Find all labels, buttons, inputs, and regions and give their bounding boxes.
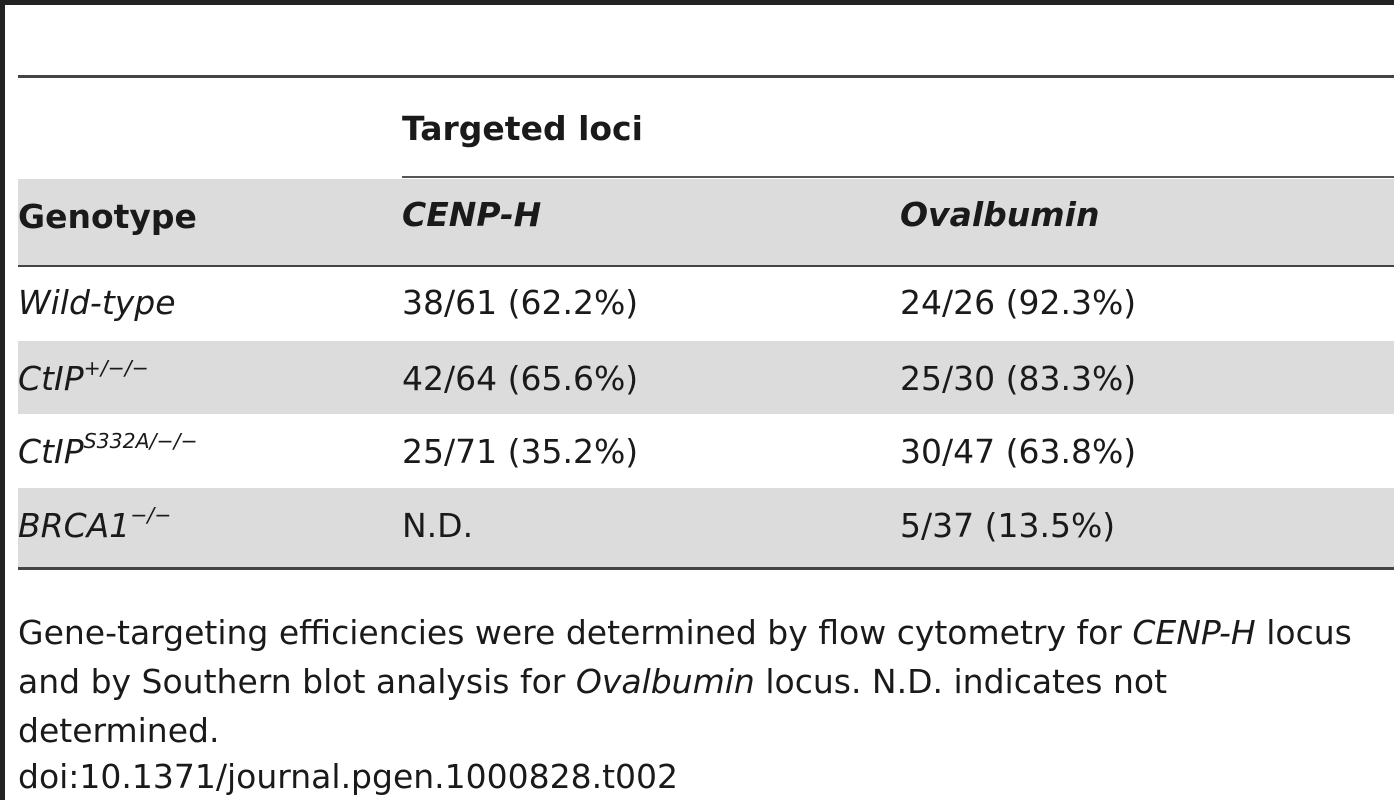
table-top-rule [18, 75, 1394, 78]
genotype-superscript: −/− [130, 502, 172, 527]
footnote-term-cenph: CENP-H [1132, 613, 1256, 652]
cenph-cell: 42/64 (65.6%) [402, 359, 639, 398]
ovalbumin-cell: 25/30 (83.3%) [900, 359, 1137, 398]
cenph-cell: 38/61 (62.2%) [402, 283, 639, 322]
genotype-cell: CtIP+/−/− [18, 355, 149, 398]
header-bottom-rule [18, 265, 1394, 267]
column-header-cenph: CENP-H [402, 195, 542, 234]
column-header-genotype: Genotype [18, 197, 197, 236]
row-band-4 [18, 488, 1394, 567]
genotype-cell: Wild-type [18, 283, 176, 322]
group-header-targeted-loci: Targeted loci [402, 109, 643, 148]
left-border [0, 0, 5, 800]
cenph-cell: 25/71 (35.2%) [402, 432, 639, 471]
header-band [18, 179, 1394, 265]
ovalbumin-cell: 24/26 (92.3%) [900, 283, 1137, 322]
genotype-superscript: S332A/−/− [83, 428, 198, 453]
table-bottom-rule [18, 567, 1394, 570]
column-header-ovalbumin: Ovalbumin [900, 195, 1100, 234]
top-border [0, 0, 1394, 5]
row-band-2 [18, 341, 1394, 414]
cenph-cell: N.D. [402, 506, 474, 545]
ovalbumin-cell: 30/47 (63.8%) [900, 432, 1137, 471]
ovalbumin-cell: 5/37 (13.5%) [900, 506, 1116, 545]
genotype-superscript: +/−/− [83, 355, 149, 380]
footnote-term-ovalbumin: Ovalbumin [575, 662, 755, 701]
group-header-rule [402, 176, 1394, 178]
table-footnote: Gene-targeting efficiencies were determi… [18, 613, 1352, 750]
genotype-cell: BRCA1−/− [18, 502, 172, 545]
genotype-cell: CtIPS332A/−/− [18, 428, 198, 471]
doi-link[interactable]: doi:10.1371/journal.pgen.1000828.t002 [18, 757, 679, 796]
